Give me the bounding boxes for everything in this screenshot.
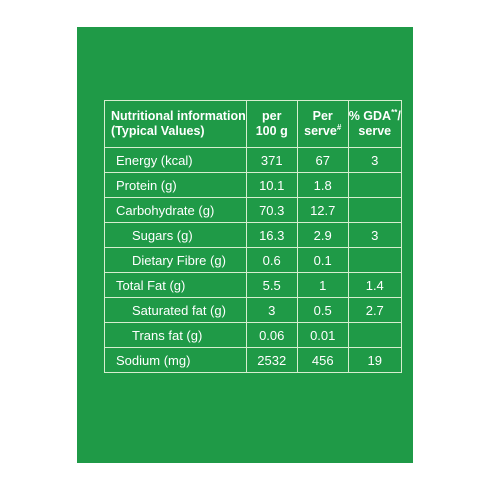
- cell-per-serve: 2.9: [296, 222, 349, 248]
- cell-gda: [347, 197, 402, 223]
- header-per-serve: Per serve#: [296, 100, 349, 148]
- cell-gda: 3: [347, 147, 402, 173]
- header-perserve-mark: #: [336, 122, 342, 132]
- cell-gda: 2.7: [347, 297, 402, 323]
- header-per-100g: per 100 g: [245, 100, 298, 148]
- cell-gda: [347, 247, 402, 273]
- cell-per-serve: 0.1: [296, 247, 349, 273]
- cell-per-serve: 0.01: [296, 322, 349, 348]
- row-label: Saturated fat (g): [104, 297, 247, 323]
- row-label: Protein (g): [104, 172, 247, 198]
- cell-per-serve: 1: [296, 272, 349, 298]
- cell-per-100g: 0.06: [245, 322, 298, 348]
- table-row: Dietary Fibre (g) 0.6 0.1: [104, 247, 402, 273]
- header-info-line2: (Typical Values): [111, 124, 205, 138]
- header-per100-line1: per: [261, 109, 282, 123]
- table-row: Saturated fat (g) 3 0.5 2.7: [104, 297, 402, 323]
- cell-per-serve: 12.7: [296, 197, 349, 223]
- cell-per-serve: 456: [296, 347, 349, 373]
- table-row: Energy (kcal) 371 67 3: [104, 147, 402, 173]
- cell-per-serve: 1.8: [296, 172, 349, 198]
- cell-gda: [347, 322, 402, 348]
- cell-gda: 1.4: [347, 272, 402, 298]
- cell-per-100g: 10.1: [245, 172, 298, 198]
- row-label: Sodium (mg): [104, 347, 247, 373]
- table-row: Sodium (mg) 2532 456 19: [104, 347, 402, 373]
- cell-per-100g: 371: [245, 147, 298, 173]
- table-row: Total Fat (g) 5.5 1 1.4: [104, 272, 402, 298]
- cell-per-100g: 3: [245, 297, 298, 323]
- header-info-line1: Nutritional information: [111, 109, 246, 123]
- cell-per-100g: 5.5: [245, 272, 298, 298]
- header-gda-suffix: /: [397, 109, 401, 123]
- header-perserve-line1: Per: [312, 109, 333, 123]
- cell-gda: 19: [347, 347, 402, 373]
- table-row: Sugars (g) 16.3 2.9 3: [104, 222, 402, 248]
- row-label: Sugars (g): [104, 222, 247, 248]
- row-label: Total Fat (g): [104, 272, 247, 298]
- cell-per-serve: 0.5: [296, 297, 349, 323]
- cell-per-100g: 2532: [245, 347, 298, 373]
- nutrition-table: Nutritional information (Typical Values)…: [104, 100, 402, 373]
- table-row: Carbohydrate (g) 70.3 12.7: [104, 197, 402, 223]
- header-gda-per-serve: % GDA**/ serve: [347, 100, 402, 148]
- cell-gda: 3: [347, 222, 402, 248]
- cell-per-100g: 70.3: [245, 197, 298, 223]
- cell-per-100g: 0.6: [245, 247, 298, 273]
- table-row: Trans fat (g) 0.06 0.01: [104, 322, 402, 348]
- header-gda-line2: serve: [358, 124, 392, 138]
- cell-gda: [347, 172, 402, 198]
- row-label: Energy (kcal): [104, 147, 247, 173]
- row-label: Carbohydrate (g): [104, 197, 247, 223]
- header-gda-mark: **: [391, 107, 398, 117]
- cell-per-100g: 16.3: [245, 222, 298, 248]
- header-nutritional-information: Nutritional information (Typical Values): [104, 100, 247, 148]
- row-label: Trans fat (g): [104, 322, 247, 348]
- cell-per-serve: 67: [296, 147, 349, 173]
- row-label: Dietary Fibre (g): [104, 247, 247, 273]
- table-header-row: Nutritional information (Typical Values)…: [104, 100, 402, 148]
- header-per100-line2: 100 g: [255, 124, 288, 138]
- table-row: Protein (g) 10.1 1.8: [104, 172, 402, 198]
- header-perserve-line2: serve: [304, 124, 337, 138]
- header-gda-prefix: % GDA: [348, 109, 392, 123]
